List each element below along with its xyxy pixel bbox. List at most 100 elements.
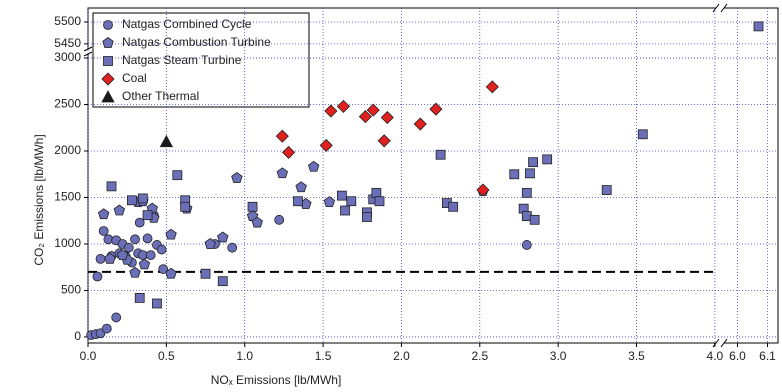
x-tick-label: 6.0 [729, 349, 746, 363]
legend-label: Natgas Combined Cycle [122, 17, 252, 31]
y-axis-label: CO₂ Emissions [lb/MWh] [32, 134, 46, 265]
marker [753, 21, 764, 32]
marker [293, 196, 303, 207]
marker [521, 240, 532, 250]
y-tick-label: 5500 [54, 14, 81, 28]
marker [371, 187, 382, 198]
marker [336, 99, 351, 113]
plot-frame [87, 7, 779, 344]
marker [380, 110, 394, 125]
marker [448, 201, 459, 212]
marker [142, 233, 153, 244]
y-tick-label: 3000 [54, 50, 81, 64]
marker [129, 266, 141, 278]
marker [158, 264, 169, 274]
marker [324, 104, 338, 118]
marker [113, 204, 126, 216]
x-tick-label: 1.0 [236, 349, 253, 363]
marker [165, 228, 177, 240]
marker [274, 214, 285, 225]
marker [340, 205, 350, 216]
marker [251, 216, 263, 228]
marker [528, 157, 538, 168]
marker [485, 80, 499, 94]
marker [362, 212, 372, 222]
legend-label: Natgas Combustion Turbine [122, 35, 271, 49]
marker [601, 185, 612, 195]
marker [134, 217, 145, 228]
marker [509, 169, 520, 180]
marker [97, 208, 110, 220]
marker [413, 117, 427, 131]
marker [319, 138, 333, 153]
marker [138, 258, 151, 270]
marker [275, 129, 289, 143]
x-tick-label: 0.0 [80, 349, 97, 363]
y-tick-label: 0 [74, 329, 81, 343]
marker [159, 134, 174, 148]
marker [137, 193, 148, 204]
marker [165, 267, 177, 279]
marker [366, 103, 380, 117]
marker [521, 187, 532, 198]
marker [217, 231, 229, 243]
marker [247, 201, 258, 212]
marker [200, 268, 211, 279]
marker [156, 244, 167, 255]
marker [295, 181, 307, 193]
marker [377, 134, 391, 148]
axis-break [80, 1, 728, 351]
marker [116, 249, 129, 260]
marker [134, 293, 145, 303]
x-tick-label: 3.5 [628, 349, 645, 363]
marker [145, 250, 156, 261]
marker [525, 168, 535, 179]
marker [276, 167, 289, 179]
x-tick-label: 1.5 [315, 349, 332, 363]
marker [130, 234, 140, 245]
marker [282, 145, 296, 159]
marker [637, 129, 648, 140]
marker [204, 237, 216, 249]
marker [126, 195, 137, 206]
legend-marker [103, 20, 113, 30]
marker [95, 253, 106, 264]
marker [476, 183, 490, 197]
y-tick-label: 5450 [54, 36, 81, 50]
marker [123, 242, 134, 253]
marker [374, 196, 385, 207]
x-tick-label: 4.0 [707, 349, 724, 363]
marker [346, 196, 357, 207]
y-tick-label: 1500 [54, 190, 81, 204]
marker [172, 170, 183, 181]
y-tick-label: 500 [61, 283, 81, 297]
x-tick-label: 2.5 [471, 349, 488, 363]
marker [98, 226, 109, 236]
legend-label: Coal [122, 71, 147, 85]
marker [152, 298, 162, 309]
y-tick-label: 2500 [54, 97, 81, 111]
marker [435, 149, 446, 160]
marker [180, 201, 191, 212]
marker [142, 210, 153, 221]
marker [429, 102, 443, 116]
x-axis-label: NOₓ Emissions [lb/MWh] [211, 373, 342, 387]
x-tick-label: 6.1 [759, 349, 776, 363]
marker [227, 242, 238, 253]
marker [358, 110, 372, 124]
marker [106, 181, 117, 192]
marker [111, 312, 122, 323]
marker [104, 252, 116, 264]
legend-label: Other Thermal [122, 89, 199, 103]
marker [231, 171, 243, 183]
y-tick-label: 2000 [54, 143, 81, 157]
marker [307, 160, 320, 172]
legend-marker [101, 90, 115, 103]
marker [542, 154, 553, 165]
marker [323, 196, 336, 207]
legend-label: Natgas Steam Turbine [122, 53, 242, 67]
marker [217, 276, 228, 287]
marker [529, 214, 540, 225]
legend-marker [103, 56, 113, 66]
